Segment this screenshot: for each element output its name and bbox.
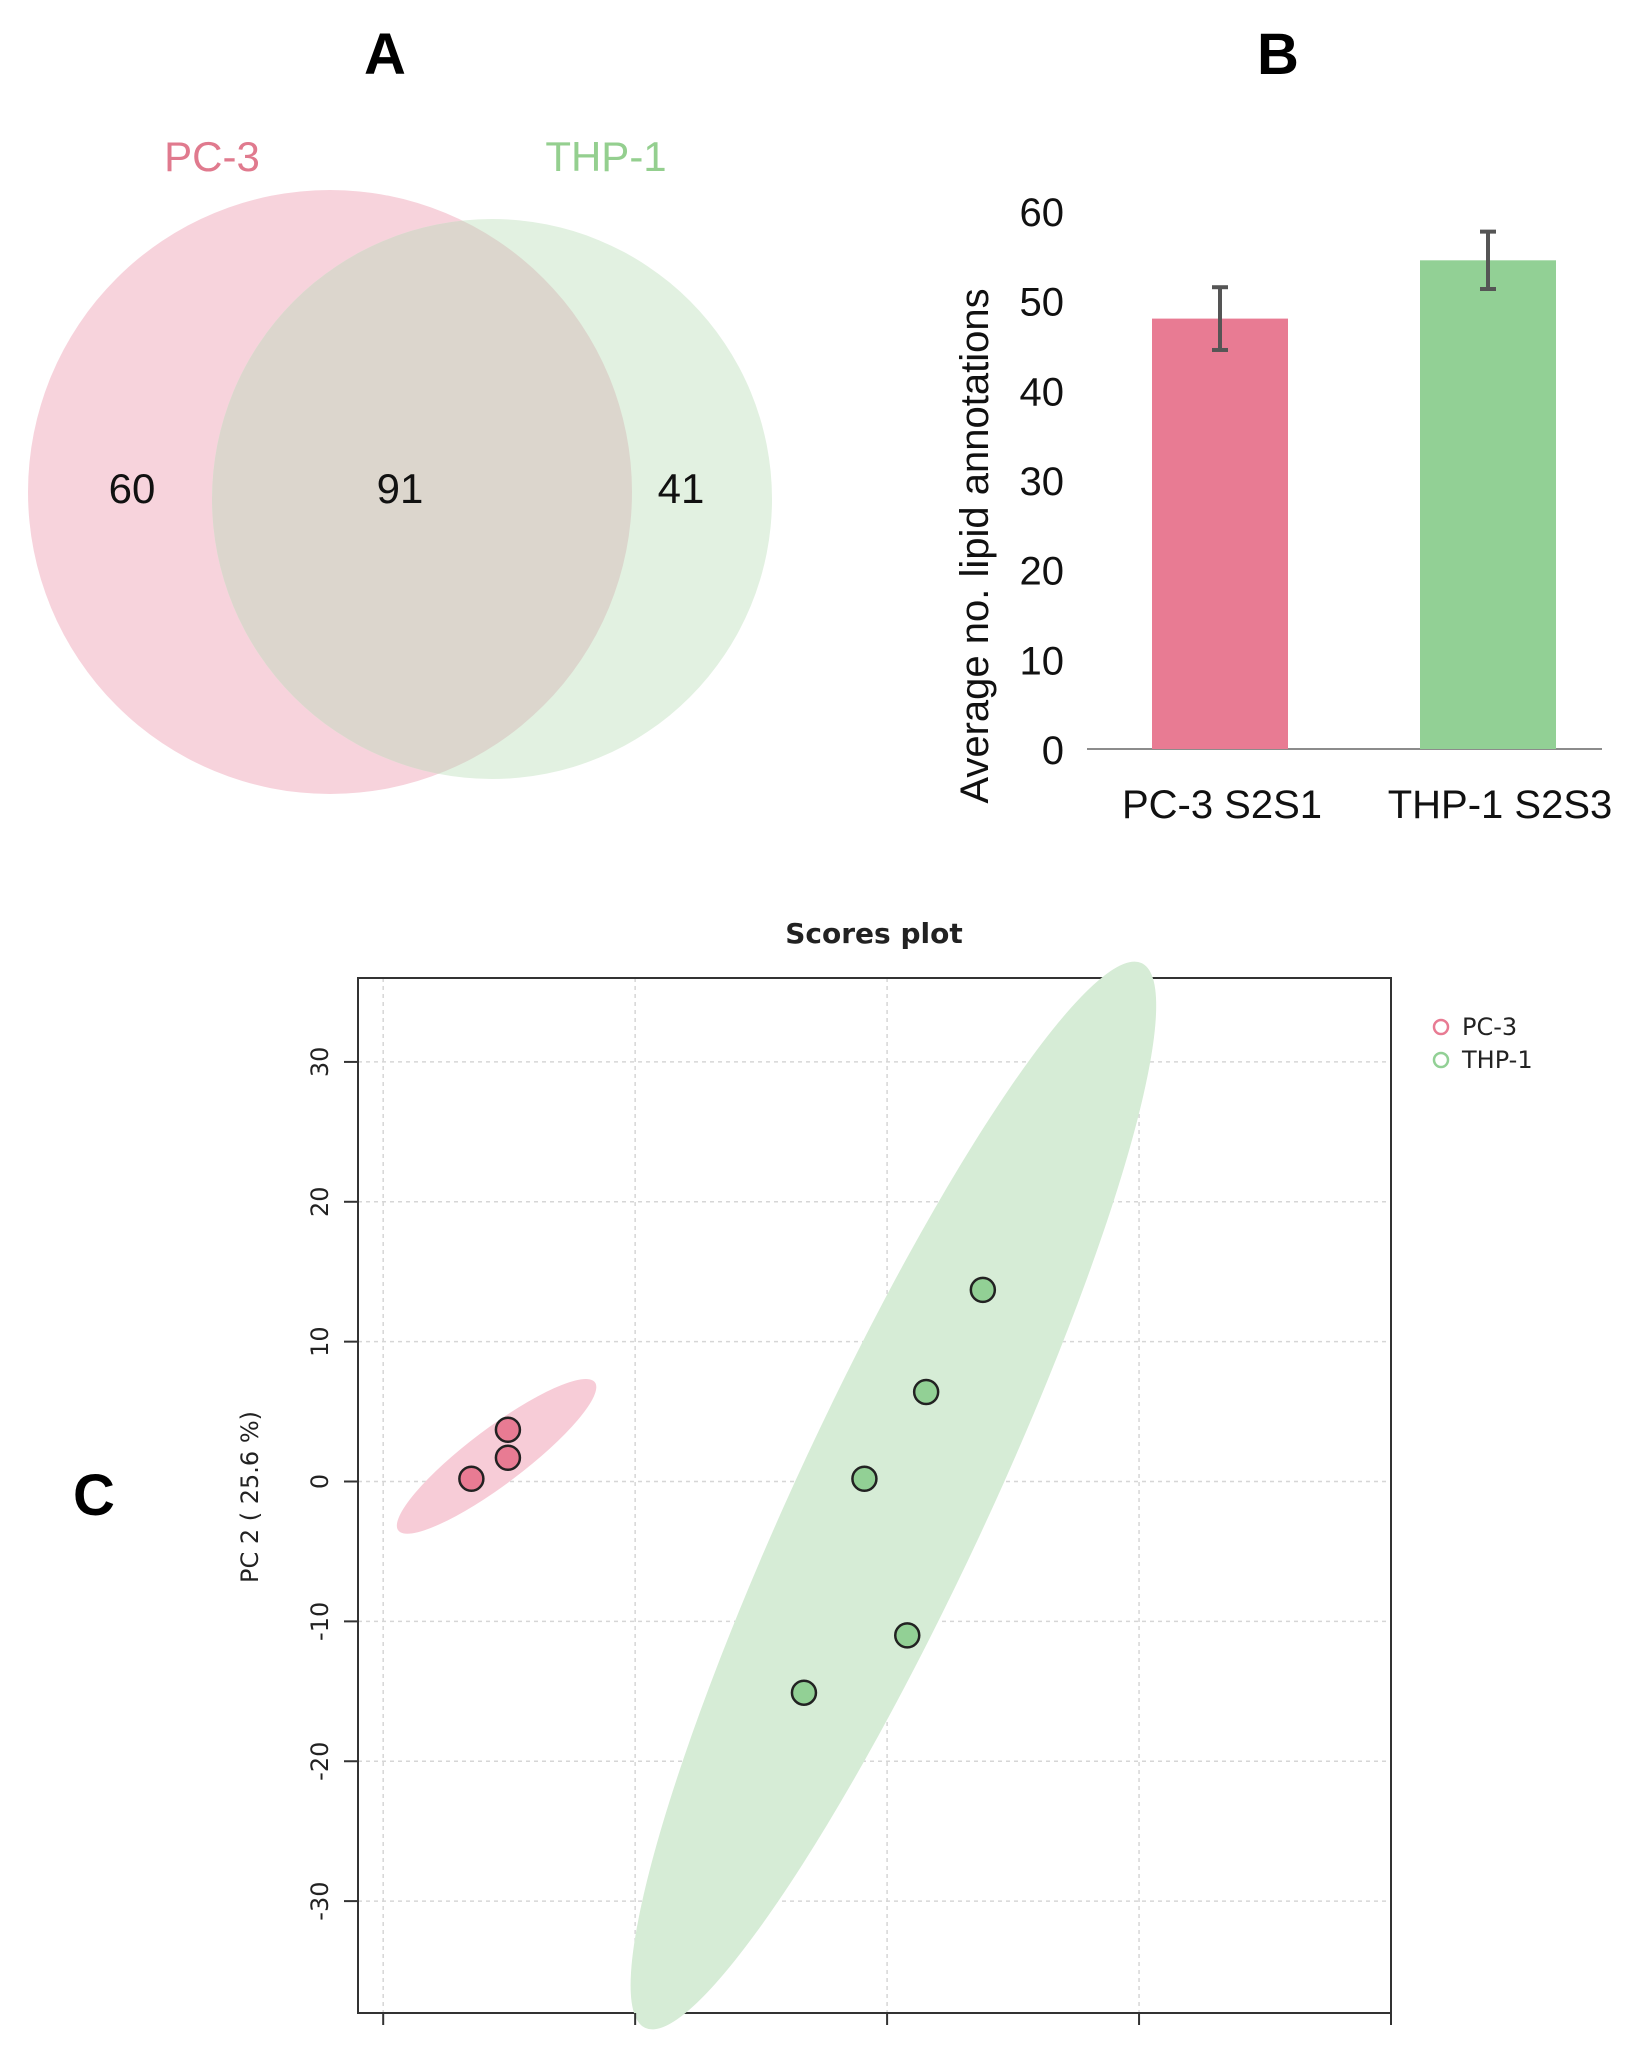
y-tick-label: 0 bbox=[306, 1474, 334, 1489]
legend-label-pc3: PC-3 bbox=[1462, 1013, 1517, 1041]
legend-label-thp1: THP-1 bbox=[1461, 1046, 1533, 1074]
venn-set-label-thp1: THP-1 bbox=[545, 133, 666, 180]
bar bbox=[1152, 318, 1288, 749]
scatter-point bbox=[969, 1276, 997, 1304]
bar-y-axis-label: Average no. lipid annotations bbox=[953, 288, 997, 803]
bar-category-label: THP-1 S2S3 bbox=[1388, 783, 1613, 827]
scatter-point bbox=[458, 1465, 485, 1492]
y-tick-label: -10 bbox=[306, 1602, 334, 1641]
bar-y-tick-label: 60 bbox=[1020, 191, 1065, 235]
y-tick-label: 10 bbox=[306, 1326, 334, 1357]
legend-marker-pc3 bbox=[1432, 1018, 1450, 1036]
panel-b: B Average no. lipid annotations 0 10 20 30 4… bbox=[953, 22, 1612, 827]
panel-c: C Scores plot 30 20 10 0 -10 -20 -30 PC 2 ( 25… bbox=[73, 917, 1533, 2030]
y-tick-label: 30 bbox=[306, 1047, 334, 1078]
scatter-legend: PC-3 THP-1 bbox=[1432, 1013, 1533, 1074]
scatter-point bbox=[912, 1378, 940, 1406]
y-tick-label: -30 bbox=[306, 1882, 334, 1921]
scatter-point bbox=[894, 1622, 921, 1649]
venn-overlap bbox=[212, 219, 632, 779]
scatter-x-ticks bbox=[382, 2013, 1392, 2025]
venn-count-only-pc3: 60 bbox=[109, 465, 156, 512]
panel-a: A PC-3 THP-1 60 91 41 bbox=[28, 22, 772, 794]
bar bbox=[1420, 260, 1556, 749]
venn-set-label-pc3: PC-3 bbox=[164, 133, 260, 180]
bar-marks: PC-3 S2S1 THP-1 S2S3 bbox=[1122, 229, 1613, 827]
panel-letter-c: C bbox=[73, 1463, 115, 1528]
bar-y-tick-label: 10 bbox=[1020, 639, 1065, 683]
confidence-ellipse bbox=[630, 961, 1157, 2030]
y-tick-label: 20 bbox=[306, 1187, 334, 1218]
bar-y-tick-label: 30 bbox=[1020, 460, 1065, 504]
bar-y-tick-label: 0 bbox=[1042, 729, 1064, 773]
scatter-point bbox=[851, 1465, 878, 1492]
scatter-point bbox=[790, 1679, 818, 1706]
legend-marker-thp1 bbox=[1432, 1051, 1450, 1069]
y-tick-label: -20 bbox=[306, 1742, 334, 1781]
venn-count-both: 91 bbox=[377, 465, 424, 512]
bar-y-ticks: 0 10 20 30 40 50 60 bbox=[1020, 191, 1065, 773]
venn-count-only-thp1: 41 bbox=[658, 465, 705, 512]
scatter-point bbox=[494, 1444, 522, 1471]
scatter-y-ticks: 30 20 10 0 -10 -20 -30 bbox=[306, 1047, 358, 1921]
scatter-points bbox=[458, 1276, 997, 1706]
panel-letter-a: A bbox=[364, 22, 406, 87]
scatter-point bbox=[494, 1416, 522, 1444]
bar-y-tick-label: 20 bbox=[1020, 550, 1065, 594]
panel-letter-b: B bbox=[1257, 22, 1299, 87]
scatter-y-axis-label: PC 2 ( 25.6 %) bbox=[236, 1411, 264, 1583]
scatter-ellipses bbox=[396, 961, 1157, 2030]
scores-plot-title: Scores plot bbox=[785, 917, 962, 950]
bar-category-label: PC-3 S2S1 bbox=[1122, 783, 1322, 827]
bar-y-tick-label: 40 bbox=[1020, 370, 1065, 414]
bar-y-tick-label: 50 bbox=[1020, 281, 1065, 325]
scatter-plot-frame bbox=[357, 977, 1392, 2014]
